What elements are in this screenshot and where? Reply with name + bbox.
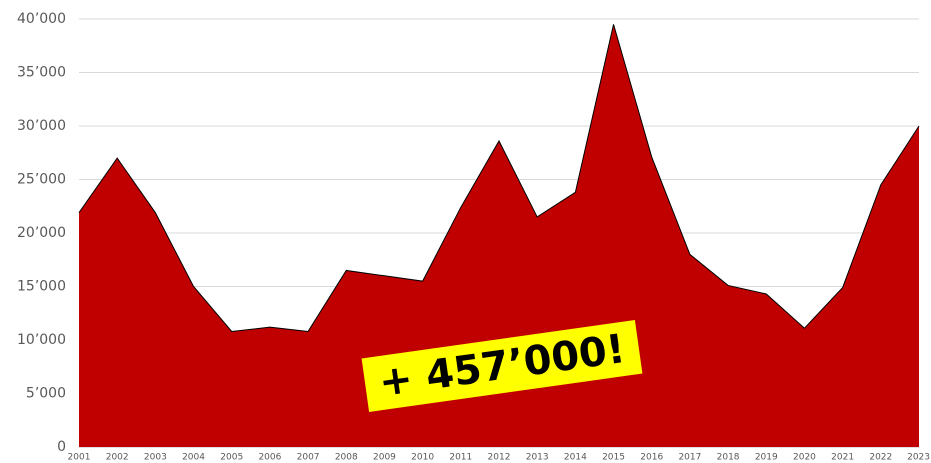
- x-tick-label: 2015: [602, 453, 625, 463]
- annotation-box: [361, 320, 643, 412]
- x-tick-label: 2012: [488, 453, 511, 463]
- x-tick-label: 2014: [564, 453, 587, 463]
- x-tick-label: 2011: [449, 453, 472, 463]
- area-layer: [78, 24, 920, 447]
- y-tick-label: 20’000: [17, 225, 66, 241]
- x-tick-label: 2003: [144, 453, 167, 463]
- y-tick-label: 0: [57, 439, 66, 455]
- x-tick-label: 2019: [755, 453, 778, 463]
- x-tick-label: 2009: [373, 453, 396, 463]
- y-tick-label: 25’000: [17, 172, 66, 188]
- x-tick-label: 2006: [258, 453, 281, 463]
- x-tick-label: 2007: [297, 453, 320, 463]
- labels: 0 5’000 10’000 15’000 20’000 25’000 30’000 35’0…: [17, 11, 930, 463]
- x-tick-label: 2005: [220, 453, 243, 463]
- area: [79, 24, 919, 447]
- x-tick-label: 2010: [411, 453, 434, 463]
- x-tick-label: 2018: [717, 453, 740, 463]
- x-tick-label: 2020: [793, 453, 816, 463]
- x-tick-label: 2021: [831, 453, 854, 463]
- y-tick-label: 40’000: [17, 11, 66, 27]
- y-tick-label: 10’000: [17, 332, 66, 348]
- x-tick-label: 2017: [678, 453, 701, 463]
- y-tick-label: 35’000: [17, 65, 66, 81]
- x-tick-label: 2001: [68, 453, 91, 463]
- x-tick-label: 2023: [907, 453, 930, 463]
- area-outline: [78, 24, 920, 332]
- x-tick-label: 2013: [526, 453, 549, 463]
- y-tick-label: 15’000: [17, 279, 66, 295]
- x-tick-label: 2022: [869, 453, 892, 463]
- x-tick-label: 2008: [335, 453, 358, 463]
- x-tick-label: 2002: [106, 453, 129, 463]
- x-tick-label: 2016: [640, 453, 663, 463]
- y-tick-label: 5’000: [26, 386, 66, 402]
- x-tick-label: 2004: [182, 453, 205, 463]
- y-tick-label: 30’000: [17, 118, 66, 134]
